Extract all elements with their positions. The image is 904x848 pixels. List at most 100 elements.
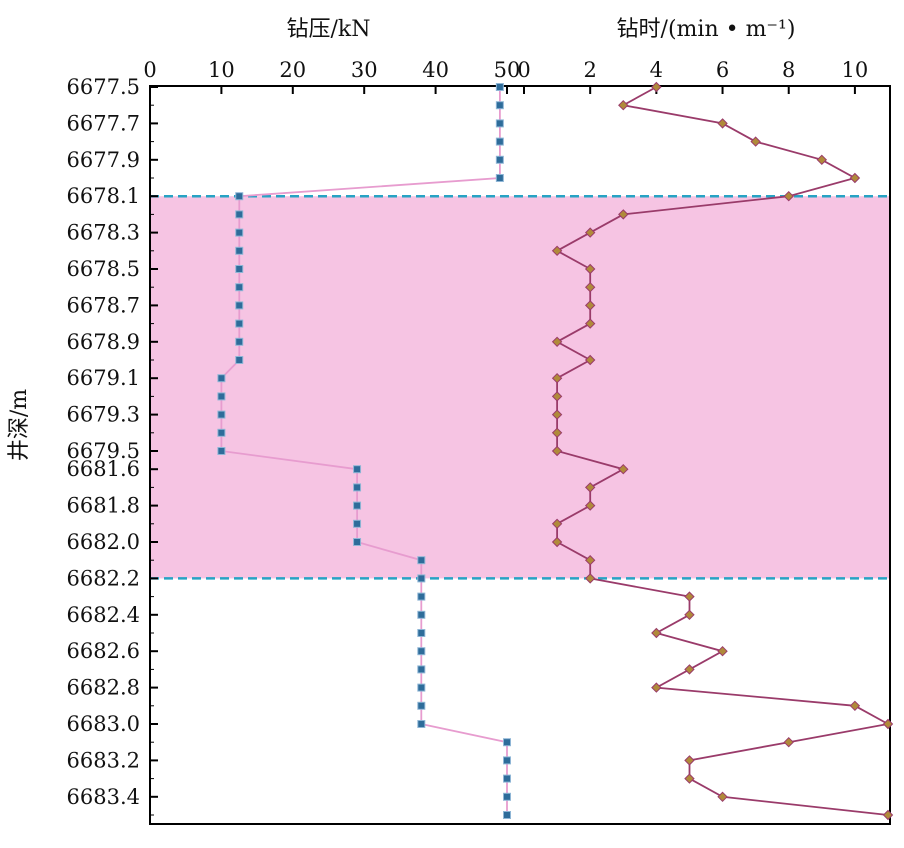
drilling-time-point xyxy=(783,190,794,202)
pressure-point xyxy=(235,319,244,328)
y-tick-label: 6679.1 xyxy=(67,366,140,390)
y-tick-label: 6682.0 xyxy=(67,530,140,554)
pressure-point xyxy=(353,519,362,528)
x-tick-label: 50 xyxy=(494,58,521,82)
drilling-time-point xyxy=(684,755,695,766)
drilling-time-point xyxy=(584,281,596,293)
x-tick-label: 30 xyxy=(351,58,378,82)
pressure-point xyxy=(353,501,362,510)
pressure-point xyxy=(235,210,244,219)
pressure-point xyxy=(417,683,426,692)
pressure-point xyxy=(217,392,226,401)
drilling-time-point xyxy=(584,573,596,584)
x-tick-label: 6 xyxy=(716,58,729,82)
pressure-point xyxy=(235,283,244,292)
pressure-point xyxy=(495,174,504,182)
x-tick-label: 0 xyxy=(143,58,156,82)
pressure-point xyxy=(503,792,511,801)
drilling-time-point xyxy=(551,372,563,384)
drilling-time-point xyxy=(651,627,662,639)
x-tick-label: 4 xyxy=(650,58,663,82)
x-tick-label: 10 xyxy=(842,58,869,82)
y-tick-label: 6681.8 xyxy=(67,494,140,518)
pressure-point xyxy=(217,428,226,437)
highlight-band xyxy=(150,196,890,579)
drilling-time-point xyxy=(584,554,596,566)
y-tick-label: 6678.9 xyxy=(67,330,140,354)
drilling-time-point xyxy=(684,609,695,621)
drilling-time-point xyxy=(584,318,596,329)
drilling-time-point xyxy=(551,409,563,420)
pressure-point xyxy=(353,483,362,492)
pressure-point xyxy=(235,246,244,255)
pressure-point xyxy=(503,811,511,819)
y-tick-label: 6678.5 xyxy=(67,257,140,281)
pressure-point xyxy=(235,356,244,364)
drilling-time-point xyxy=(584,354,596,366)
pressure-point xyxy=(495,119,504,128)
drilling-time-point xyxy=(584,263,596,275)
drilling-time-point xyxy=(882,718,894,730)
y-tick-label: 6677.9 xyxy=(67,148,140,172)
drilling-time-point xyxy=(717,791,728,803)
drilling-time-point xyxy=(551,391,563,402)
x-tick-label: 20 xyxy=(279,58,306,82)
drilling-time-point xyxy=(618,99,629,111)
y-tick-label: 6678.1 xyxy=(67,184,140,208)
drilling-time-point xyxy=(684,591,695,602)
y-tick-label: 6682.4 xyxy=(67,603,140,627)
y-tick-label: 6681.6 xyxy=(67,457,140,481)
x-tick-label: 40 xyxy=(422,58,449,82)
pressure-point xyxy=(495,101,504,110)
pressure-point xyxy=(417,665,426,674)
pressure-point xyxy=(235,301,244,310)
drilling-time-point xyxy=(551,445,563,457)
y-tick-label: 6677.7 xyxy=(67,111,140,135)
drilling-time-point xyxy=(584,500,596,511)
panel-pressure: 钻压/kN 0 10 20 30 40 50 xyxy=(143,17,520,819)
drilling-time-point xyxy=(584,300,596,311)
pressure-point xyxy=(235,337,244,346)
pressure-point xyxy=(217,410,226,419)
drilling-time-point xyxy=(584,227,596,238)
pressure-point xyxy=(235,192,244,201)
y-axis-label: 井深/m xyxy=(7,389,32,461)
y-tick-label: 6679.5 xyxy=(67,439,140,463)
pressure-point xyxy=(235,228,244,237)
pressure-point xyxy=(417,574,426,583)
drilling-time-point xyxy=(717,645,728,657)
pressure-point xyxy=(417,701,426,710)
drilling-time-point xyxy=(551,427,563,439)
y-tick-label: 6682.8 xyxy=(67,676,140,700)
pressure-point xyxy=(495,155,504,164)
drilling-time-point xyxy=(816,154,828,166)
y-tick-label: 6679.3 xyxy=(67,403,140,427)
pressure-point xyxy=(503,774,511,783)
pressure-point xyxy=(495,83,504,91)
pressure-point xyxy=(417,720,426,728)
drilling-time-point xyxy=(551,245,563,257)
pressure-point xyxy=(217,447,226,455)
y-tick-label: 6678.7 xyxy=(67,293,140,317)
drilling-time-point xyxy=(849,700,861,712)
y-tick-label: 6683.4 xyxy=(67,785,140,809)
x-tick-label: 10 xyxy=(208,58,235,82)
drilling-time-point xyxy=(849,172,861,184)
drilling-time-point xyxy=(618,463,629,475)
y-tick-label: 6682.6 xyxy=(67,639,140,663)
plot-frame xyxy=(149,85,891,825)
x-tick-label: 2 xyxy=(583,58,596,82)
drilling-time-point xyxy=(551,336,563,348)
y-tick-label: 6683.0 xyxy=(67,712,140,736)
drilling-time-point xyxy=(783,736,794,748)
pressure-point xyxy=(417,592,426,601)
pressure-point xyxy=(417,610,426,619)
pressure-point xyxy=(217,374,226,383)
drilling-time-point xyxy=(618,209,629,220)
drilling-time-point xyxy=(684,773,695,784)
pressure-point xyxy=(417,647,426,656)
drilling-time-point xyxy=(882,809,894,821)
pressure-point xyxy=(353,538,362,546)
